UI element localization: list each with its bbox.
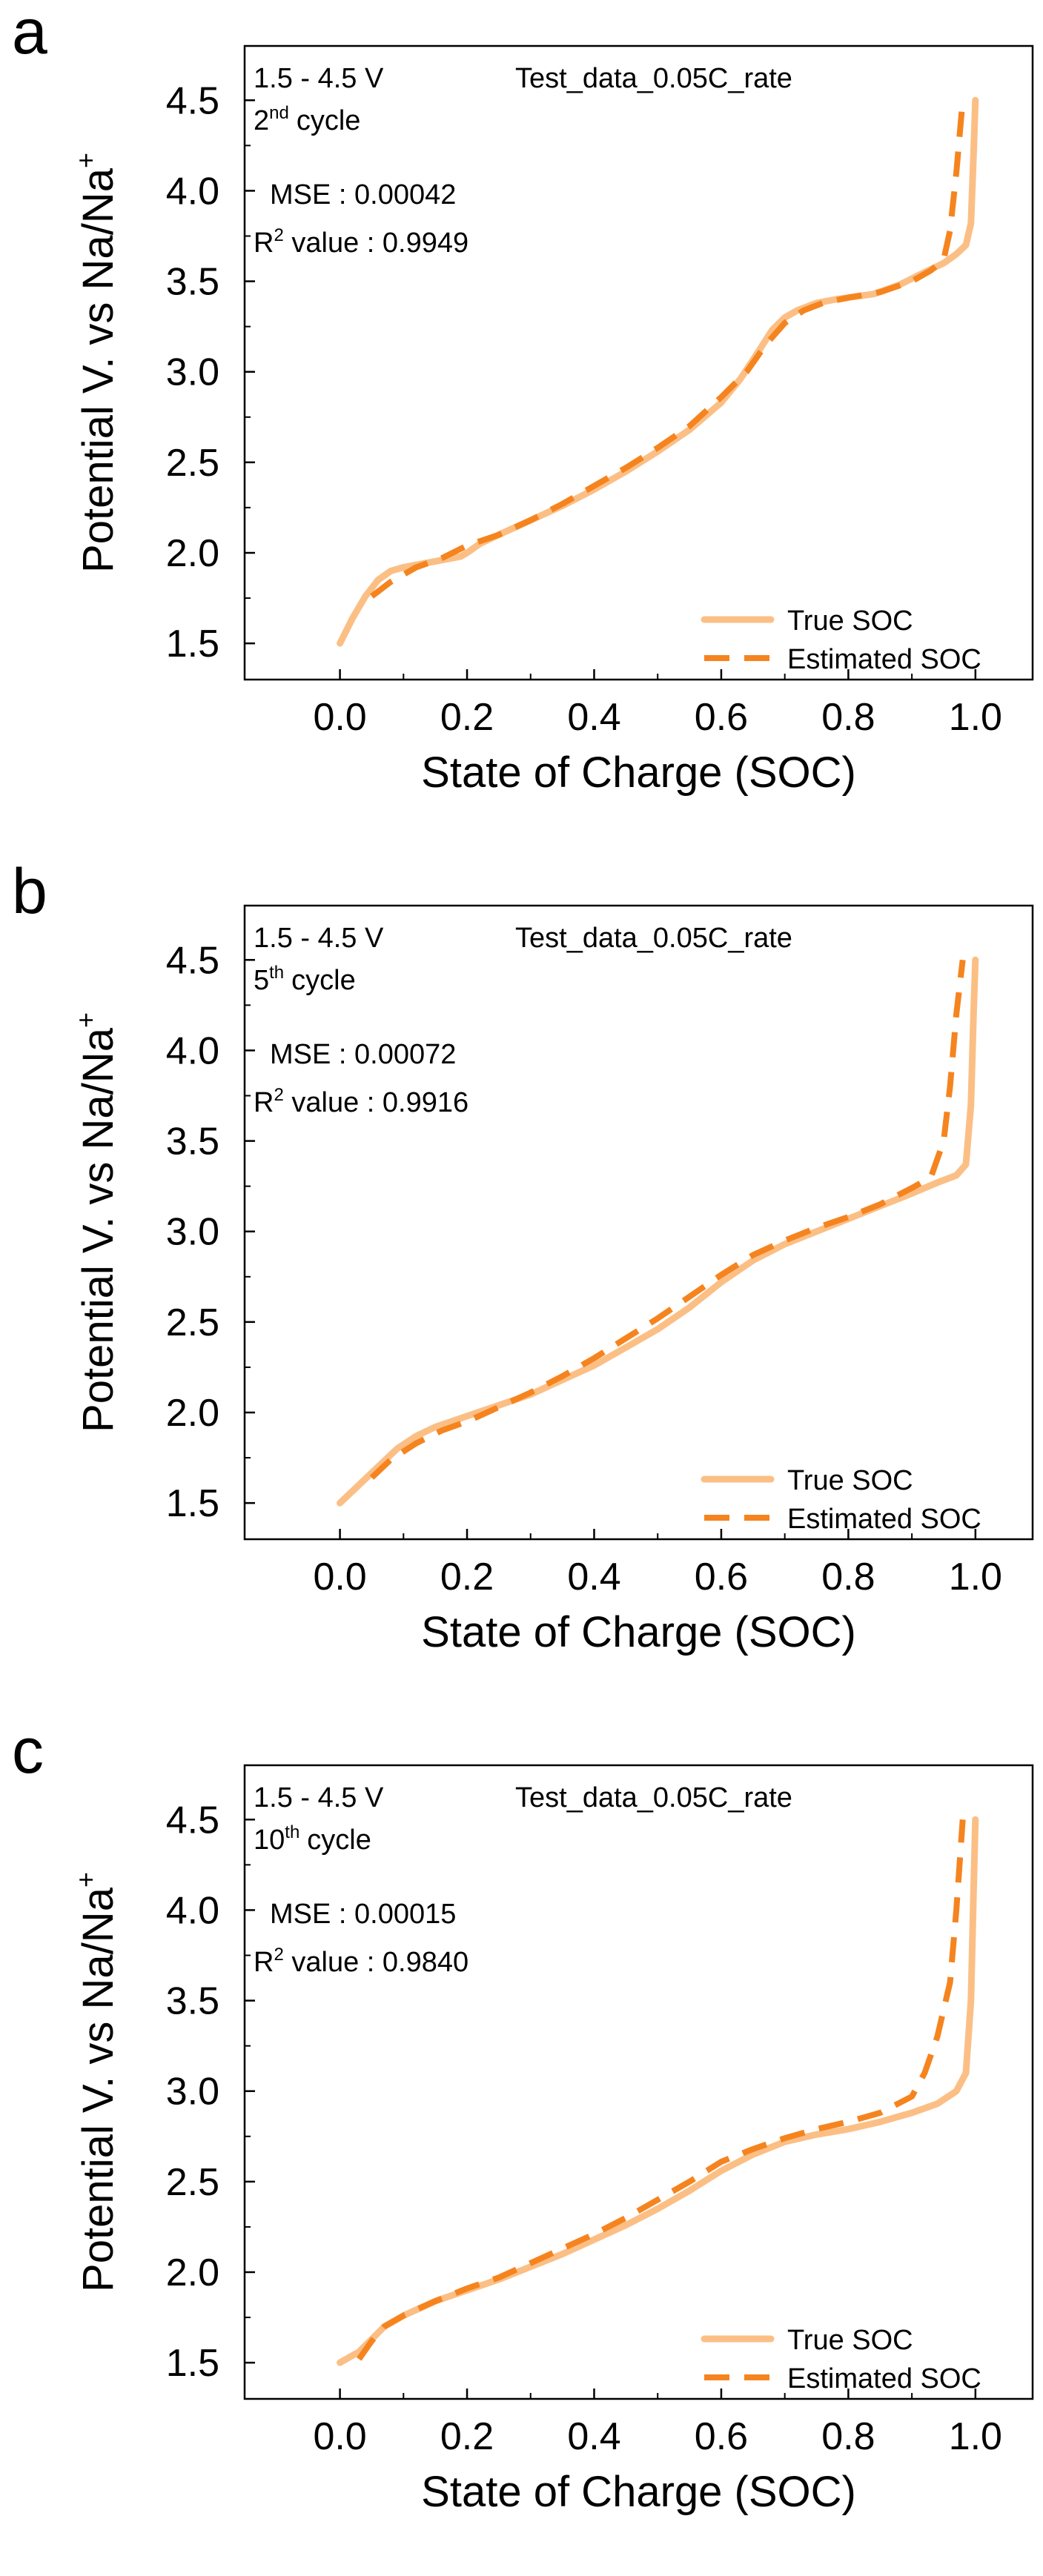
x-tick-label: 0.6 [695, 1556, 748, 1599]
panel-label: b [12, 860, 47, 927]
test-data-label: Test_data_0.05C_rate [515, 923, 792, 954]
r2-label: R2 value : 0.9840 [254, 1945, 468, 1978]
y-tick-label: 3.0 [166, 351, 219, 394]
y-tick-label: 3.5 [166, 261, 219, 304]
x-axis-label: State of Charge (SOC) [421, 1608, 856, 1656]
legend: True SOC Estimated SOC [701, 1465, 981, 1535]
y-tick-label: 2.5 [166, 1301, 219, 1344]
x-tick-label: 0.0 [313, 1556, 366, 1599]
x-tick-label: 0.8 [821, 1556, 875, 1599]
legend-label-estimated-soc: Estimated SOC [787, 1504, 981, 1535]
series-estimated-soc [369, 959, 966, 1480]
x-tick-label: 1.0 [949, 1556, 1002, 1599]
legend-label-estimated-soc: Estimated SOC [787, 644, 981, 675]
y-axis: 1.5 2.0 2.5 3.0 3.5 4.0 4.5 [166, 939, 255, 1525]
x-axis-label: State of Charge (SOC) [421, 2468, 856, 2516]
x-tick-label: 0.4 [567, 1556, 620, 1599]
panel-label: a [12, 0, 47, 67]
voltage-range-label: 1.5 - 4.5 V [254, 923, 384, 954]
r2-label: R2 value : 0.9949 [254, 225, 468, 259]
r2-label: R2 value : 0.9916 [254, 1085, 468, 1118]
legend: True SOC Estimated SOC [701, 2325, 981, 2394]
series-true-soc [337, 956, 979, 1507]
chart-c-svg: c 0.0 0.2 0.4 0.6 0.8 1.0 1.5 2.0 2.5 3.0 3.5 4.0 4.5… [12, 1719, 1034, 2516]
plot-frame [243, 904, 1034, 1541]
y-tick-label: 4.5 [166, 79, 219, 122]
y-tick-label: 2.5 [166, 442, 219, 485]
legend-label-true-soc: True SOC [787, 1465, 913, 1496]
x-tick-label: 0.6 [695, 696, 748, 739]
legend-label-true-soc: True SOC [787, 2325, 913, 2356]
y-tick-label: 1.5 [166, 1482, 219, 1525]
x-tick-label: 0.2 [440, 1556, 494, 1599]
panel-a: a 0.0 0.2 0.4 0.6 0.8 1.0 1.5 2.0 2.5 3.0 3.5 4.0 4.5… [0, 0, 1043, 860]
x-tick-label: 1.0 [949, 696, 1002, 739]
x-tick-label: 0.2 [440, 696, 494, 739]
cycle-label: 10th cycle [254, 1822, 371, 1856]
legend-label-true-soc: True SOC [787, 605, 913, 637]
series-estimated-soc [357, 1819, 966, 2361]
y-tick-label: 3.0 [166, 1211, 219, 1254]
y-axis-label: Potential V. vs Na/Na+ [70, 153, 122, 573]
cycle-label: 5th cycle [254, 963, 356, 996]
mse-label: MSE : 0.00072 [270, 1039, 456, 1070]
x-tick-label: 0.8 [821, 2415, 875, 2458]
plot-frame [243, 44, 1034, 681]
y-tick-label: 2.0 [166, 532, 219, 575]
y-tick-label: 4.5 [166, 1799, 219, 1842]
x-tick-label: 0.0 [313, 696, 366, 739]
y-tick-label: 2.0 [166, 1392, 219, 1435]
test-data-label: Test_data_0.05C_rate [515, 1782, 792, 1813]
y-axis: 1.5 2.0 2.5 3.0 3.5 4.0 4.5 [166, 1799, 255, 2385]
series-estimated-soc [370, 99, 966, 599]
x-axis-label: State of Charge (SOC) [421, 748, 856, 797]
y-tick-label: 4.5 [166, 939, 219, 982]
y-tick-label: 3.5 [166, 1121, 219, 1163]
y-tick-label: 4.0 [166, 170, 219, 213]
panel-b: b 0.0 0.2 0.4 0.6 0.8 1.0 1.5 2.0 2.5 3.0 3.5 4.0 4.5… [0, 860, 1043, 1719]
y-axis-label: Potential V. vs Na/Na+ [70, 1872, 122, 2292]
voltage-range-label: 1.5 - 4.5 V [254, 63, 384, 94]
y-axis-label: Potential V. vs Na/Na+ [70, 1012, 122, 1433]
y-tick-label: 2.0 [166, 2251, 219, 2294]
panel-label: c [12, 1719, 44, 1787]
y-axis: 1.5 2.0 2.5 3.0 3.5 4.0 4.5 [166, 79, 255, 665]
x-tick-label: 0.8 [821, 696, 875, 739]
cycle-label: 2nd cycle [254, 103, 360, 136]
x-tick-label: 0.4 [567, 2415, 620, 2458]
x-tick-label: 0.2 [440, 2415, 494, 2458]
x-axis: 0.0 0.2 0.4 0.6 0.8 1.0 [313, 1529, 1002, 1599]
mse-label: MSE : 0.00042 [270, 179, 456, 210]
legend: True SOC Estimated SOC [701, 605, 981, 675]
y-tick-label: 2.5 [166, 2161, 219, 2204]
legend-label-estimated-soc: Estimated SOC [787, 2363, 981, 2394]
x-tick-label: 0.4 [567, 696, 620, 739]
y-tick-label: 1.5 [166, 623, 219, 665]
y-tick-label: 3.5 [166, 1980, 219, 2023]
mse-label: MSE : 0.00015 [270, 1899, 456, 1930]
y-tick-label: 1.5 [166, 2342, 219, 2385]
x-axis: 0.0 0.2 0.4 0.6 0.8 1.0 [313, 2389, 1002, 2458]
test-data-label: Test_data_0.05C_rate [515, 63, 792, 94]
x-tick-label: 0.6 [695, 2415, 748, 2458]
y-tick-label: 4.0 [166, 1029, 219, 1072]
chart-b-svg: b 0.0 0.2 0.4 0.6 0.8 1.0 1.5 2.0 2.5 3.0 3.5 4.0 4.5… [12, 860, 1034, 1656]
y-tick-label: 4.0 [166, 1889, 219, 1932]
chart-a-svg: a 0.0 0.2 0.4 0.6 0.8 1.0 1.5 2.0 2.5 3.0 3.5 4.0 4.5… [12, 0, 1034, 797]
x-tick-label: 1.0 [949, 2415, 1002, 2458]
x-axis: 0.0 0.2 0.4 0.6 0.8 1.0 [313, 669, 1002, 739]
plot-frame [243, 1764, 1034, 2400]
panel-c: c 0.0 0.2 0.4 0.6 0.8 1.0 1.5 2.0 2.5 3.0 3.5 4.0 4.5… [0, 1719, 1043, 2576]
y-tick-label: 3.0 [166, 2071, 219, 2114]
voltage-range-label: 1.5 - 4.5 V [254, 1782, 384, 1813]
x-tick-label: 0.0 [313, 2415, 366, 2458]
series-true-soc [337, 1816, 979, 2366]
